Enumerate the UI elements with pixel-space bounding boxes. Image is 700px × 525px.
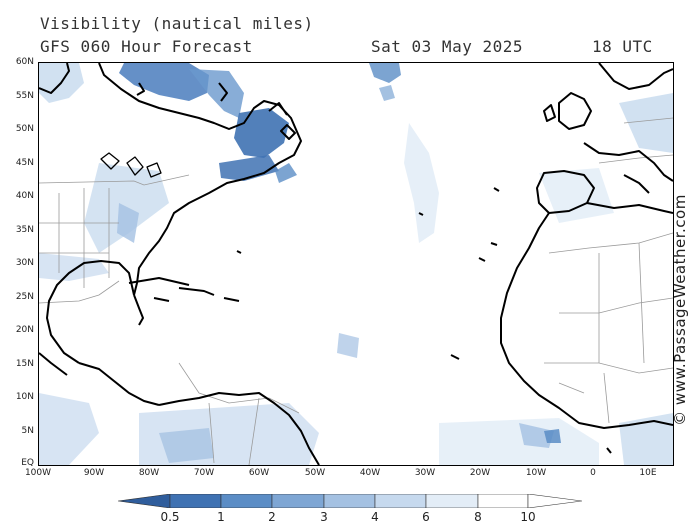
lon-label: 10W: [525, 468, 547, 478]
forecast-date: Sat 03 May 2025: [371, 37, 523, 56]
lon-label: 40W: [359, 468, 381, 478]
lat-label: 50N: [15, 124, 34, 134]
lon-label: 50W: [304, 468, 326, 478]
visibility-colorbar: [118, 494, 582, 508]
lat-label: 5N: [21, 426, 34, 436]
colorbar-tick-label: 1: [217, 510, 225, 524]
lat-label: 45N: [15, 158, 34, 168]
lon-label: 80W: [138, 468, 160, 478]
visibility-map[interactable]: [38, 62, 674, 466]
colorbar-tick-label: 0.5: [160, 510, 180, 524]
lon-label: 30W: [414, 468, 436, 478]
lon-label: 0: [590, 468, 596, 478]
colorbar-segment: [425, 494, 479, 508]
country-borders: [39, 117, 673, 465]
lon-label: 90W: [83, 468, 105, 478]
coastlines: [39, 63, 673, 465]
forecast-run: GFS 060 Hour Forecast: [40, 37, 253, 56]
lat-label: 10N: [15, 392, 34, 402]
map-title: Visibility (nautical miles): [40, 14, 314, 33]
forecast-time: 18 UTC: [592, 37, 653, 56]
lat-label: 40N: [15, 191, 34, 201]
colorbar-tick-label: 3: [320, 510, 328, 524]
lat-label: 15N: [15, 359, 34, 369]
lat-label: 20N: [15, 325, 34, 335]
colorbar-segment: [527, 494, 582, 508]
lon-label: 20W: [469, 468, 491, 478]
colorbar-tick-label: 6: [422, 510, 430, 524]
lon-label: 60W: [248, 468, 270, 478]
lon-label: 10E: [639, 468, 657, 478]
colorbar-segment: [477, 494, 529, 508]
colorbar-tick-label: 10: [520, 510, 536, 524]
colorbar-segment: [374, 494, 427, 508]
colorbar-segment: [323, 494, 376, 508]
lon-label: 100W: [24, 468, 52, 478]
lat-label: 35N: [15, 225, 34, 235]
lat-label: 25N: [15, 292, 34, 302]
visibility-shading: [39, 63, 673, 465]
colorbar-tick-label: 4: [371, 510, 379, 524]
colorbar-segment: [169, 494, 222, 508]
lon-label: 70W: [193, 468, 215, 478]
lat-label: 30N: [15, 258, 34, 268]
colorbar-tick-label: 8: [474, 510, 482, 524]
colorbar-tick-label: 2: [268, 510, 276, 524]
colorbar-segment: [271, 494, 325, 508]
colorbar-segment: [220, 494, 273, 508]
lat-label: EQ: [21, 458, 34, 468]
site-credit: © www.PassageWeather.com: [671, 194, 689, 426]
lat-label: 55N: [15, 91, 34, 101]
map-canvas: [39, 63, 673, 465]
colorbar-segment: [118, 494, 171, 508]
lat-label: 60N: [15, 57, 34, 67]
